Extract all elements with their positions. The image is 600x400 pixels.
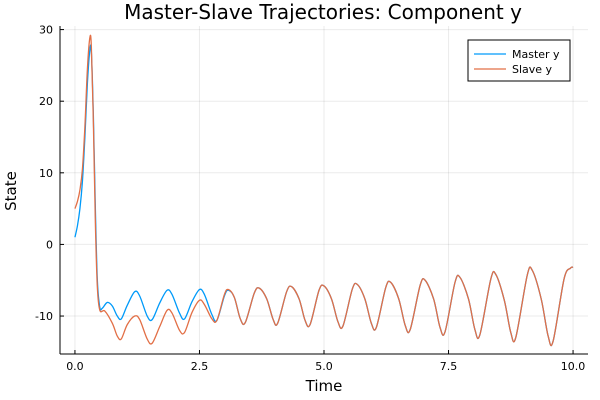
- chart-title: Master-Slave Trajectories: Component y: [124, 0, 522, 24]
- y-tick-label: -10: [35, 310, 53, 323]
- grid: [60, 26, 588, 354]
- x-tick-label: 10.0: [561, 360, 586, 373]
- legend-label-slave-y: Slave y: [512, 63, 553, 76]
- series-line-slave-y: [74, 34, 574, 347]
- y-tick-label: 10: [39, 167, 53, 180]
- x-axis-label: Time: [305, 377, 343, 395]
- y-axis-label: State: [2, 171, 20, 211]
- series-lines: [74, 34, 574, 347]
- legend-box: [467, 39, 571, 82]
- x-tick-label: 5.0: [315, 360, 333, 373]
- legend-label-master-y: Master y: [512, 48, 560, 61]
- x-tick-label: 2.5: [191, 360, 209, 373]
- y-tick-label: 20: [39, 95, 53, 108]
- y-tick-label: 30: [39, 24, 53, 37]
- x-tick-label: 7.5: [440, 360, 458, 373]
- legend: Master y Slave y: [467, 39, 571, 82]
- y-axis-ticks: -10 0 10 20 30: [35, 24, 64, 323]
- y-tick-label: 0: [46, 238, 53, 251]
- x-axis-ticks: 0.0 2.5 5.0 7.5 10.0: [66, 350, 585, 373]
- x-tick-label: 0.0: [66, 360, 84, 373]
